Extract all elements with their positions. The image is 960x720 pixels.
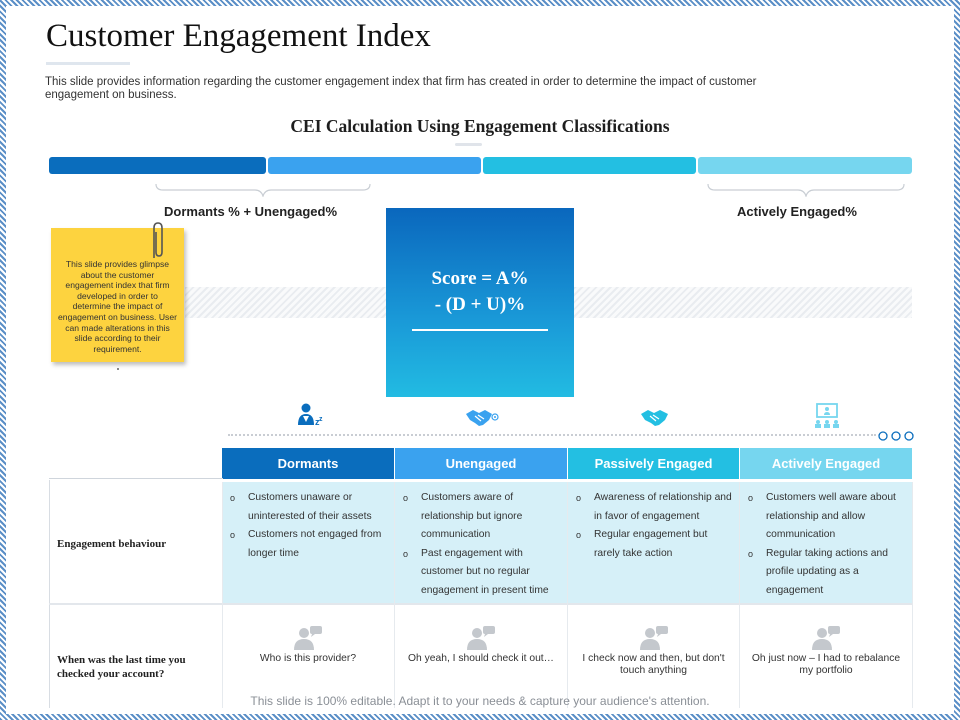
footer-note: This slide is 100% editable. Adapt it to… — [250, 694, 710, 708]
heading-divider — [455, 143, 482, 146]
column-separator — [567, 482, 568, 708]
dormants-bar — [49, 157, 266, 174]
list-item: Past engagement with customer but no reg… — [395, 545, 567, 601]
answer-text: Oh yeah, I should check it out… — [408, 653, 554, 664]
dotted-divider — [228, 434, 876, 436]
sleeping-person-icon: z z — [298, 403, 323, 427]
left-brace-label: Dormants % + Unengaged% — [164, 204, 338, 219]
svg-text:z: z — [315, 417, 320, 427]
answer-text: Oh just now – I had to rebalance my port… — [751, 653, 901, 676]
page-subtitle: This slide provides information regardin… — [45, 76, 757, 101]
handshake-icon — [466, 410, 499, 426]
decorative-circles-icon — [878, 431, 914, 441]
answer-cell-dormants: Who is this provider? — [222, 606, 394, 706]
svg-text:z: z — [319, 416, 323, 423]
paperclip-icon — [153, 222, 163, 258]
person-speech-icon — [639, 626, 668, 650]
column-separator — [222, 482, 223, 708]
header-underline — [49, 478, 223, 479]
answer-cell-passively-engaged: I check now and then, but don't touch an… — [568, 606, 739, 706]
column-header-dormants: Dormants — [222, 448, 394, 479]
passively-engaged-bar — [483, 157, 696, 174]
list-item: Awareness of relationship and in favor o… — [568, 489, 739, 526]
score-line-1: Score = A% — [431, 268, 529, 289]
stray-dot — [117, 368, 119, 370]
actively-engaged-bar — [698, 157, 912, 174]
answer-cell-actively-engaged: Oh just now – I had to rebalance my port… — [740, 606, 912, 706]
table-left-border — [49, 480, 50, 708]
score-formula: Score = A% - (D + U)% — [386, 266, 574, 318]
column-header-actively-engaged: Actively Engaged — [740, 448, 912, 479]
answer-cell-unengaged: Oh yeah, I should check it out… — [395, 606, 567, 706]
answer-text: I check now and then, but don't touch an… — [582, 653, 725, 676]
page-title: Customer Engagement Index — [46, 18, 431, 54]
unengaged-bar — [268, 157, 481, 174]
list-item: Regular engagement but rarely take actio… — [568, 526, 739, 563]
column-header-unengaged: Unengaged — [395, 448, 567, 479]
behaviour-cell-dormants: Customers unaware or uninterested of the… — [222, 482, 394, 603]
score-box: Score = A% - (D + U)% — [386, 208, 574, 397]
person-speech-icon — [812, 626, 840, 650]
column-separator — [739, 482, 740, 708]
list-item: Customers unaware or uninterested of the… — [222, 489, 394, 526]
score-line-2: - (D + U)% — [434, 294, 526, 315]
behaviour-cell-actively-engaged: Customers well aware about relationship … — [740, 482, 912, 603]
handshake-icon — [641, 410, 668, 426]
right-brace-label: Actively Engaged% — [737, 204, 857, 219]
left-brace — [155, 183, 371, 197]
presentation-audience-icon — [815, 403, 839, 428]
behaviour-cell-unengaged: Customers aware of relationship but igno… — [395, 482, 567, 603]
list-item: Customers not engaged from longer time — [222, 526, 394, 563]
right-brace — [707, 183, 905, 197]
row-separator — [49, 603, 912, 605]
score-underline — [412, 329, 548, 331]
list-item: Customers aware of relationship but igno… — [395, 489, 567, 545]
column-header-passively-engaged: Passively Engaged — [568, 448, 739, 479]
title-underline — [46, 62, 130, 65]
column-separator — [394, 482, 395, 708]
list-item: Customers well aware about relationship … — [740, 489, 912, 545]
row-label-engagement-behaviour: Engagement behaviour — [57, 538, 167, 550]
sticky-note: This slide provides glimpse about the cu… — [51, 228, 184, 362]
list-item: Regular taking actions and profile updat… — [740, 545, 912, 601]
person-speech-icon — [294, 626, 322, 650]
person-speech-icon — [467, 626, 495, 650]
answer-text: Who is this provider? — [259, 653, 357, 664]
column-separator — [912, 482, 913, 708]
row-label-last-checked: When was the last time you checked your … — [57, 654, 186, 680]
behaviour-cell-passively-engaged: Awareness of relationship and in favor o… — [568, 482, 739, 603]
section-heading: CEI Calculation Using Engagement Classif… — [290, 116, 670, 136]
